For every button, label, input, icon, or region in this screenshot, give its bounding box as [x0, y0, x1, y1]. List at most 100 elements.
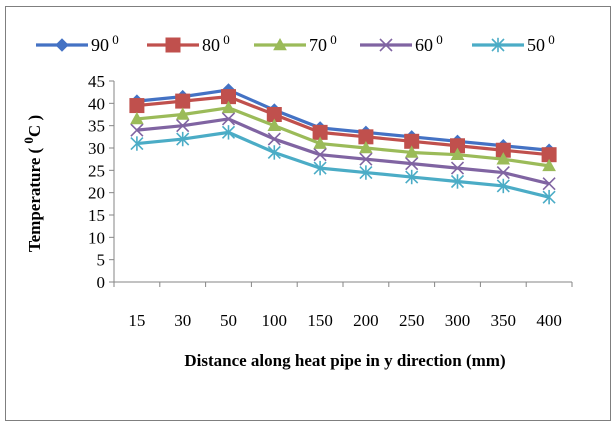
- square-marker-shape: [129, 98, 145, 114]
- legend-item: 80 0: [147, 32, 230, 55]
- triangle-marker-shape: [175, 107, 190, 120]
- data-point: [130, 111, 144, 125]
- y-axis-title: Temperature ( 0C ): [21, 115, 44, 252]
- diamond-marker-shape: [55, 38, 69, 52]
- legend-label-sup: 0: [433, 32, 443, 47]
- data-point: [496, 152, 511, 165]
- data-point: [175, 93, 191, 109]
- legend-label: 50 0: [527, 32, 555, 55]
- triangle-marker-shape: [313, 136, 327, 149]
- series-60-group: [130, 112, 556, 191]
- data-point: [450, 147, 465, 160]
- data-point: [450, 161, 465, 175]
- data-point: [129, 98, 145, 114]
- y-tick-label: 35: [88, 117, 105, 136]
- x-tick-label: 150: [307, 311, 333, 330]
- data-point: [175, 107, 190, 120]
- legend-item: 60 0: [360, 32, 443, 55]
- x-marker-stroke: [450, 161, 465, 175]
- data-point: [496, 166, 510, 180]
- legend-label-value: 80: [202, 35, 220, 55]
- data-point: [130, 123, 144, 137]
- y-tick-label: 0: [97, 273, 106, 292]
- data-point: [359, 152, 373, 166]
- triangle-marker-shape: [130, 111, 144, 125]
- chart-border: [5, 6, 611, 421]
- triangle-marker-shape: [450, 147, 465, 160]
- legend-label-sup: 0: [109, 32, 119, 47]
- x-tick-label: 300: [445, 311, 471, 330]
- data-point: [221, 100, 236, 114]
- x-marker-stroke: [405, 157, 419, 171]
- x-tick-label: 100: [262, 311, 288, 330]
- data-point: [450, 174, 465, 189]
- legend-item: 50 0: [472, 32, 555, 55]
- y-tick-label: 10: [88, 228, 105, 247]
- legend-item: 70 0: [254, 32, 337, 55]
- data-point: [542, 189, 556, 205]
- data-point: [267, 132, 281, 146]
- x-tick-label: 400: [536, 311, 562, 330]
- x-marker-stroke: [267, 132, 281, 146]
- triangle-marker-shape: [496, 152, 511, 165]
- y-tick-label: 30: [88, 139, 105, 158]
- y-tick-label: 20: [88, 184, 105, 203]
- legend-marker: [165, 37, 181, 53]
- legend-label-sup: 0: [327, 32, 337, 47]
- x-marker-stroke: [359, 152, 373, 166]
- legend-label: 90 0: [91, 32, 119, 55]
- x-marker-stroke: [313, 148, 327, 162]
- series-line: [136, 95, 550, 157]
- data-point: [176, 131, 190, 147]
- data-point: [542, 177, 556, 191]
- x-tick-label: 30: [174, 311, 191, 330]
- triangle-marker-shape: [221, 100, 236, 114]
- x-tick-label: 50: [220, 311, 237, 330]
- series-line: [136, 117, 550, 186]
- data-point: [313, 160, 327, 176]
- data-point: [313, 148, 327, 162]
- series-line: [136, 130, 550, 199]
- data-point: [176, 119, 190, 133]
- x-tick-label: 350: [491, 311, 517, 330]
- data-point: [221, 112, 236, 126]
- data-point: [404, 145, 419, 158]
- y-tick-label: 45: [88, 72, 105, 91]
- series-80-group: [129, 89, 557, 163]
- y-axis-title-part: Temperature (: [25, 144, 44, 253]
- y-tick-label: 5: [97, 251, 106, 270]
- x-axis-title: Distance along heat pipe in y direction …: [184, 351, 505, 370]
- data-point: [542, 158, 556, 172]
- x-tick-label: 200: [353, 311, 379, 330]
- triangle-marker-shape: [359, 140, 373, 154]
- y-tick-label: 25: [88, 161, 105, 180]
- legend-label-sup: 0: [220, 32, 230, 47]
- legend-label: 70 0: [309, 32, 337, 55]
- data-point: [359, 140, 373, 154]
- x-tick-label: 15: [128, 311, 145, 330]
- triangle-marker-shape: [267, 118, 282, 131]
- legend-marker: [273, 37, 287, 51]
- series-line: [136, 88, 550, 152]
- legend-label-value: 50: [527, 35, 545, 55]
- series-70-group: [130, 100, 556, 172]
- x-tick-label: 250: [399, 311, 425, 330]
- triangle-marker-shape: [273, 37, 287, 51]
- x-marker-stroke: [176, 119, 190, 133]
- data-point: [267, 145, 281, 160]
- legend-label-value: 90: [91, 35, 109, 55]
- legend-label-value: 70: [309, 35, 327, 55]
- x-marker-stroke: [496, 166, 510, 180]
- y-tick-label: 15: [88, 206, 105, 225]
- square-marker-shape: [165, 37, 181, 53]
- data-point: [130, 136, 144, 151]
- data-point: [313, 136, 327, 149]
- data-point: [359, 165, 373, 180]
- y-tick-label: 40: [88, 94, 105, 113]
- legend-marker: [491, 37, 505, 53]
- legend-label: 80 0: [202, 32, 230, 55]
- x-marker-stroke: [379, 38, 393, 52]
- x-marker-stroke: [221, 112, 236, 126]
